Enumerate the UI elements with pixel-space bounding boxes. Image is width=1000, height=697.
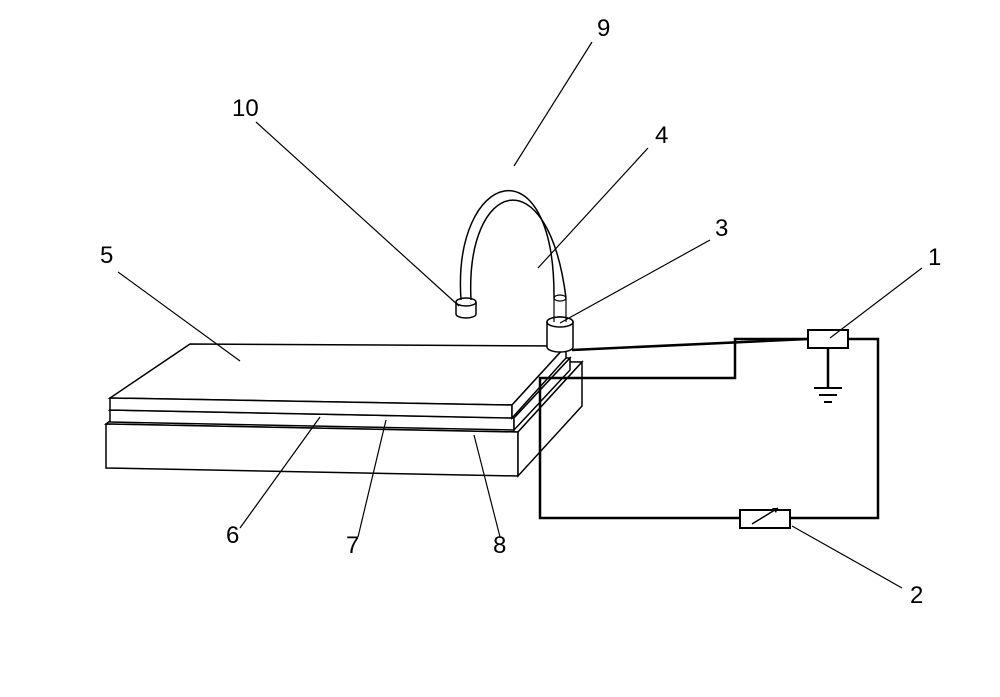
label-1: 1: [928, 244, 941, 272]
top-layer: [110, 344, 566, 418]
leader-lines: [118, 42, 922, 588]
label-6: 6: [226, 522, 239, 550]
label-2: 2: [910, 582, 923, 610]
label-5: 5: [100, 242, 113, 270]
label-3: 3: [715, 215, 728, 243]
label-7: 7: [346, 532, 359, 560]
component-box-2: [740, 508, 790, 528]
ground-symbol: [814, 388, 842, 402]
cylinder-left-cap: [456, 298, 476, 318]
cylinder-right: [547, 295, 573, 352]
label-9: 9: [597, 15, 610, 43]
diagram-svg: [0, 0, 1000, 692]
label-10: 10: [232, 95, 259, 123]
technical-diagram: 1 2 3 4 5 6 7 8 9 10: [0, 0, 1000, 692]
label-8: 8: [493, 532, 506, 560]
component-box-1: [808, 330, 848, 348]
circuit-wires: [540, 339, 878, 518]
label-4: 4: [655, 122, 668, 150]
arc-tube: [460, 191, 566, 300]
